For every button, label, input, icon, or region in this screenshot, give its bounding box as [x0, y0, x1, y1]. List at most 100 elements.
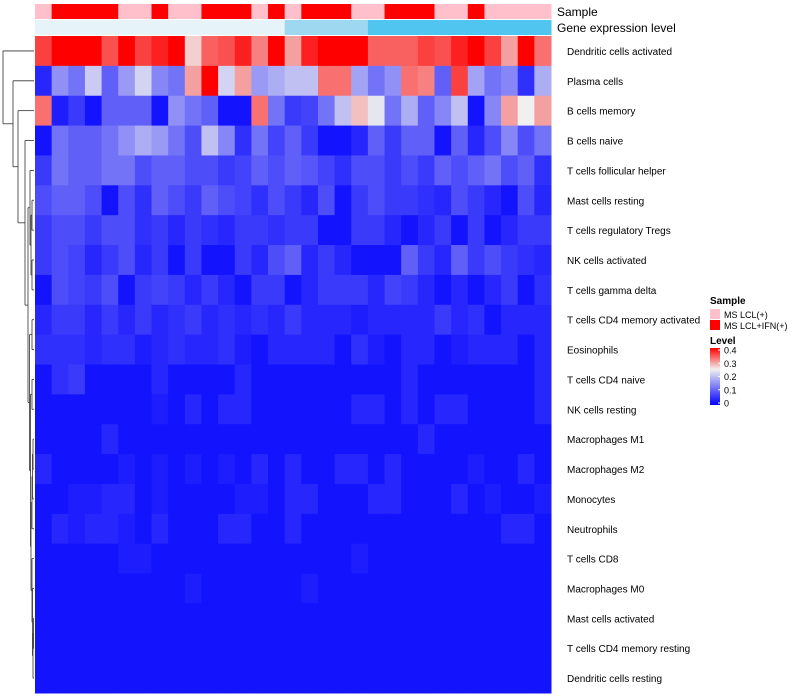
heatmap-cell-neutrophils-0 — [35, 513, 53, 545]
heatmap-cell-dendritic-cells-resting-23 — [417, 663, 435, 694]
heatmap-cell-macrophages-m0-29 — [517, 573, 535, 604]
heatmap-cell-t-cells-gamma-delta-29 — [517, 274, 535, 306]
heatmap-cell-t-cells-cd8-6 — [134, 543, 153, 575]
heatmap-cell-t-cells-cd4-memory-activated-13 — [251, 304, 269, 336]
heatmap-cell-nk-cells-activated-19 — [351, 245, 369, 276]
heatmap-cell-t-cells-cd4-naive-15 — [284, 364, 302, 395]
heatmap-cell-t-cells-follicular-helper-5 — [118, 155, 136, 186]
heatmap-cell-t-cells-cd4-memory-resting-18 — [334, 633, 352, 664]
heatmap-cell-t-cells-cd4-naive-3 — [84, 364, 103, 395]
heatmap-cell-t-cells-cd4-memory-resting-30 — [534, 633, 552, 664]
heatmap-cell-dendritic-cells-resting-21 — [384, 663, 402, 694]
heatmap-cell-t-cells-cd4-memory-activated-0 — [35, 304, 53, 336]
heatmap-cell-t-cells-cd4-memory-activated-11 — [218, 304, 236, 336]
heatmap-cell-mast-cells-resting-28 — [501, 185, 519, 216]
heatmap-cell-mast-cells-resting-27 — [484, 185, 502, 216]
heatmap-cell-macrophages-m1-20 — [367, 424, 386, 455]
heatmap-cell-t-cells-cd4-memory-resting-3 — [84, 633, 103, 664]
heatmap-cell-t-cells-cd4-naive-11 — [218, 364, 236, 395]
heatmap-cell-mast-cells-resting-1 — [51, 185, 69, 216]
heatmap-cell-eosinophils-21 — [384, 334, 402, 365]
heatmap-cell-t-cells-regulatory-tregs-4 — [101, 215, 119, 246]
heatmap-cell-nk-cells-activated-6 — [134, 245, 153, 276]
heatmap-cell-dendritic-cells-activated-28 — [501, 36, 519, 67]
heatmap-cell-nk-cells-activated-30 — [534, 245, 552, 276]
heatmap-cell-mast-cells-resting-17 — [317, 185, 336, 216]
annotation-cell-gene-expression-level-24 — [434, 20, 452, 35]
heatmap-cell-b-cells-naive-25 — [451, 125, 469, 156]
heatmap-cell-t-cells-cd4-naive-10 — [201, 364, 219, 395]
heatmap-cell-nk-cells-activated-9 — [184, 245, 202, 276]
heatmap-cell-nk-cells-activated-12 — [234, 245, 252, 276]
heatmap-cell-macrophages-m1-0 — [35, 424, 53, 455]
heatmap-cell-nk-cells-resting-25 — [451, 394, 469, 425]
heatmap-cell-t-cells-cd4-memory-activated-15 — [284, 304, 302, 336]
heatmap-cell-t-cells-cd4-naive-19 — [351, 364, 369, 395]
heatmap-cell-macrophages-m1-22 — [401, 424, 419, 455]
heatmap-cell-t-cells-cd4-memory-resting-25 — [451, 633, 469, 664]
heatmap-cell-t-cells-cd4-memory-resting-22 — [401, 633, 419, 664]
heatmap-cell-mast-cells-activated-2 — [68, 603, 86, 634]
heatmap-cell-macrophages-m1-3 — [84, 424, 103, 455]
heatmap-cell-mast-cells-resting-10 — [201, 185, 219, 216]
heatmap-cell-t-cells-cd4-naive-18 — [334, 364, 352, 395]
heatmap-cell-monocytes-1 — [51, 483, 69, 515]
annotation-cell-gene-expression-level-2 — [68, 20, 86, 35]
heatmap-cell-dendritic-cells-resting-5 — [118, 663, 136, 694]
heatmap-cell-b-cells-memory-27 — [484, 95, 502, 127]
heatmap-cell-mast-cells-resting-13 — [251, 185, 269, 216]
heatmap-cell-t-cells-follicular-helper-2 — [68, 155, 86, 186]
heatmap-cell-neutrophils-21 — [384, 513, 402, 545]
annotation-cell-gene-expression-level-25 — [451, 20, 469, 35]
heatmap-cell-eosinophils-23 — [417, 334, 435, 365]
annotation-cell-gene-expression-level-12 — [234, 20, 252, 35]
heatmap-cell-b-cells-naive-14 — [268, 125, 286, 156]
annotation-cell-sample-13 — [251, 4, 269, 19]
annotation-cell-sample-28 — [501, 4, 519, 19]
heatmap-cell-t-cells-gamma-delta-15 — [284, 274, 302, 306]
annotation-cell-gene-expression-level-0 — [35, 20, 53, 35]
heatmap-cell-t-cells-regulatory-tregs-27 — [484, 215, 502, 246]
heatmap-cell-monocytes-21 — [384, 483, 402, 515]
heatmap-cell-macrophages-m0-7 — [151, 573, 169, 604]
heatmap-cell-mast-cells-resting-11 — [218, 185, 236, 216]
heatmap-cell-macrophages-m0-17 — [317, 573, 336, 604]
heatmap-cell-b-cells-memory-4 — [101, 95, 119, 127]
heatmap-cell-eosinophils-30 — [534, 334, 552, 365]
heatmap-cell-t-cells-follicular-helper-30 — [534, 155, 552, 186]
heatmap-cell-t-cells-cd4-memory-activated-2 — [68, 304, 86, 336]
heatmap-cell-t-cells-cd8-15 — [284, 543, 302, 575]
heatmap-cell-b-cells-naive-30 — [534, 125, 552, 156]
heatmap-cell-t-cells-cd4-memory-activated-10 — [201, 304, 219, 336]
heatmap-cell-macrophages-m1-18 — [334, 424, 352, 455]
heatmap-cell-t-cells-follicular-helper-20 — [367, 155, 386, 186]
heatmap-cell-nk-cells-resting-19 — [351, 394, 369, 425]
heatmap-cell-b-cells-naive-12 — [234, 125, 252, 156]
annotation-cell-sample-6 — [134, 4, 153, 19]
row-label-monocytes: Monocytes — [567, 495, 615, 506]
heatmap-cell-dendritic-cells-resting-26 — [467, 663, 485, 694]
heatmap-cell-t-cells-cd8-20 — [367, 543, 386, 575]
heatmap-cell-macrophages-m0-20 — [367, 573, 386, 604]
heatmap-cell-dendritic-cells-resting-4 — [101, 663, 119, 694]
heatmap-cell-nk-cells-resting-9 — [184, 394, 202, 425]
heatmap-cell-nk-cells-activated-24 — [434, 245, 452, 276]
heatmap-cell-t-cells-cd4-memory-activated-1 — [51, 304, 69, 336]
heatmap-cell-macrophages-m2-11 — [218, 454, 236, 485]
sample-legend-title: Sample — [710, 296, 746, 307]
heatmap-cell-eosinophils-11 — [218, 334, 236, 365]
heatmap-cell-t-cells-cd4-naive-7 — [151, 364, 169, 395]
heatmap-cell-mast-cells-activated-28 — [501, 603, 519, 634]
heatmap-cell-t-cells-regulatory-tregs-29 — [517, 215, 535, 246]
heatmap-cell-dendritic-cells-resting-12 — [234, 663, 252, 694]
heatmap-cell-nk-cells-activated-11 — [218, 245, 236, 276]
heatmap-cell-dendritic-cells-activated-29 — [517, 36, 535, 67]
annotation-cell-sample-18 — [334, 4, 352, 19]
heatmap-cell-macrophages-m2-5 — [118, 454, 136, 485]
heatmap-cell-mast-cells-resting-2 — [68, 185, 86, 216]
heatmap-cell-t-cells-regulatory-tregs-3 — [84, 215, 103, 246]
heatmap-cell-t-cells-regulatory-tregs-26 — [467, 215, 485, 246]
heatmap-cell-t-cells-gamma-delta-5 — [118, 274, 136, 306]
heatmap-cell-neutrophils-7 — [151, 513, 169, 545]
heatmap-cell-t-cells-gamma-delta-6 — [134, 274, 153, 306]
